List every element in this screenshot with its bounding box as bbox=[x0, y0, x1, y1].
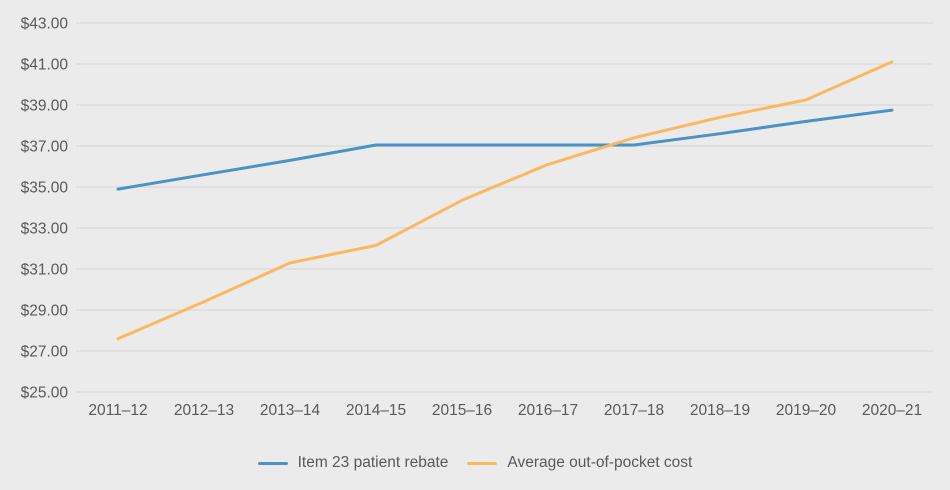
legend-line-marker-blue bbox=[257, 461, 288, 465]
y-tick-label: $39.00 bbox=[21, 98, 69, 115]
y-tick-label: $37.00 bbox=[21, 139, 69, 156]
y-tick-label: $43.00 bbox=[21, 16, 69, 33]
y-tick-label: $25.00 bbox=[21, 385, 69, 402]
x-tick-label: 2011–12 bbox=[88, 402, 147, 419]
x-tick-label: 2020–21 bbox=[862, 402, 922, 419]
legend-item-out-of-pocket: Average out-of-pocket cost bbox=[467, 454, 692, 472]
series-line-1 bbox=[116, 60, 894, 341]
x-tick-label: 2017–18 bbox=[604, 402, 664, 419]
legend-label-patient-rebate: Item 23 patient rebate bbox=[297, 454, 449, 471]
y-tick-label: $31.00 bbox=[21, 262, 69, 279]
x-tick-label: 2018–19 bbox=[690, 402, 750, 419]
x-tick-label: 2016–17 bbox=[518, 402, 578, 419]
x-tick-label: 2014–15 bbox=[346, 402, 406, 419]
legend-label-out-of-pocket: Average out-of-pocket cost bbox=[507, 454, 693, 471]
y-tick-label: $33.00 bbox=[21, 221, 69, 238]
x-tick-label: 2019–20 bbox=[776, 402, 837, 419]
line-chart-plot: $43.00 $41.00 $39.00 $37.00 $35.00 $33.00 $31.… bbox=[21, 16, 933, 419]
x-tick-label: 2015–16 bbox=[432, 402, 492, 419]
legend: Item 23 patient rebate Average out-of-po… bbox=[0, 450, 950, 476]
y-tick-label: $41.00 bbox=[21, 57, 69, 74]
legend-line-marker-orange bbox=[467, 461, 498, 465]
x-tick-label: 2012–13 bbox=[174, 402, 234, 419]
y-tick-label: $35.00 bbox=[21, 180, 69, 197]
legend-item-patient-rebate: Item 23 patient rebate bbox=[257, 454, 449, 472]
series-line-0 bbox=[116, 108, 894, 191]
x-tick-label: 2013–14 bbox=[260, 402, 321, 419]
y-tick-label: $27.00 bbox=[21, 344, 69, 361]
y-tick-label: $29.00 bbox=[21, 303, 69, 320]
